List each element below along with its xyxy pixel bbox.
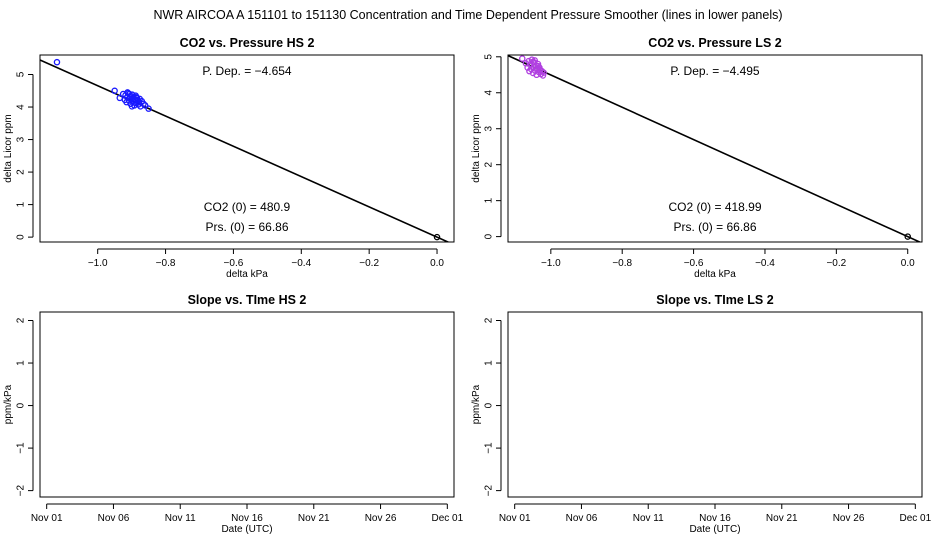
y-tick-label: 3 [16, 136, 27, 142]
y-tick-label: 0 [16, 402, 27, 408]
plot-frame [507, 54, 923, 243]
x-tick-label: −0.2 [826, 258, 846, 269]
x-tick-label: −0.6 [684, 258, 704, 269]
y-tick-label: −1 [16, 442, 27, 454]
x-tick-label: Nov 11 [633, 513, 664, 524]
plot-area [40, 58, 450, 242]
y-axis-label: delta Licor ppm [471, 114, 482, 182]
x-axis-label: delta kPa [694, 269, 736, 280]
x-tick-label: −0.4 [291, 258, 311, 269]
panel-1: CO2 vs. Pressure HS 2 −1.0 −0.8 −0.6 −0.4 −0.… [3, 36, 455, 280]
data-point [539, 72, 547, 79]
x-tick-label: Nov 06 [98, 513, 130, 524]
x-tick-label: −0.2 [359, 258, 379, 269]
x-tick-label: −1.0 [541, 258, 561, 269]
x-axis-label: delta kPa [226, 269, 268, 280]
data-point [140, 100, 147, 108]
data-point [130, 99, 138, 106]
plot-area [508, 55, 922, 242]
origin-point [433, 233, 441, 241]
x-tick-label: −0.4 [755, 258, 775, 269]
x-tick-label: −0.8 [612, 258, 632, 269]
y-tick-label: 0 [484, 402, 495, 408]
panels: CO2 vs. Pressure HS 2 −1.0 −0.8 −0.6 −0.4 −0.… [3, 36, 932, 535]
x-tick-label: −0.8 [156, 258, 176, 269]
y-tick-label: 1 [484, 197, 495, 203]
y-tick-label: 1 [16, 201, 27, 207]
x-tick-label: Nov 11 [165, 513, 196, 524]
panel-4: Slope vs. TIme LS 2 Nov 01 Nov 06 Nov 11 Nov… [471, 293, 932, 535]
x-axis-label: Date (UTC) [689, 524, 740, 535]
y-tick-label: 0 [484, 233, 495, 239]
x-tick-label: Nov 06 [566, 513, 598, 524]
x-tick-label: Nov 21 [766, 513, 798, 524]
x-tick-label: Nov 01 [31, 513, 63, 524]
x-tick-label: −0.6 [224, 258, 244, 269]
data-point [540, 69, 547, 76]
co2-zero-label: CO2 (0) = 418.99 [668, 200, 761, 214]
x-tick-label: Nov 21 [298, 513, 330, 524]
y-tick-label: −1 [484, 442, 495, 454]
data-point [111, 87, 118, 95]
co2-zero-label: CO2 (0) = 480.9 [204, 200, 291, 214]
page-title: NWR AIRCOA A 151101 to 151130 Concentrat… [153, 8, 782, 22]
x-tick-label: −1.0 [88, 258, 108, 269]
x-tick-label: 0.0 [430, 258, 444, 269]
y-tick-label: 1 [484, 360, 495, 366]
y-axis-label: ppm/kPa [3, 384, 14, 424]
data-point [126, 90, 133, 98]
pressure-dependence-label: P. Dep. = −4.654 [202, 64, 292, 78]
data-point [525, 57, 532, 65]
y-tick-label: 4 [484, 90, 495, 96]
y-tick-label: 5 [484, 54, 495, 60]
plot-frame [39, 311, 455, 498]
data-point [132, 94, 140, 101]
chart-title: CO2 vs. Pressure LS 2 [648, 36, 781, 50]
chart-title: CO2 vs. Pressure HS 2 [180, 36, 315, 50]
y-tick-label: 4 [16, 104, 27, 110]
x-tick-label: Dec 01 [431, 513, 463, 524]
y-tick-label: −2 [16, 484, 27, 496]
plot-frame [507, 311, 923, 498]
y-axis-label: ppm/kPa [471, 384, 482, 424]
x-tick-label: Nov 26 [365, 513, 397, 524]
y-tick-label: 3 [484, 126, 495, 132]
panel-2: CO2 vs. Pressure LS 2 −1.0 −0.8 −0.6 −0.4 −0.… [471, 36, 923, 280]
data-point [519, 55, 526, 62]
y-tick-label: 2 [484, 317, 495, 323]
origin-point [904, 233, 911, 240]
data-point [531, 57, 539, 64]
x-tick-label: 0.0 [901, 258, 915, 269]
plot-frame [39, 54, 455, 243]
y-axis-label: delta Licor ppm [3, 114, 14, 182]
x-tick-label: Nov 16 [699, 513, 731, 524]
y-tick-label: 2 [16, 169, 27, 175]
fit-line [508, 55, 922, 242]
y-tick-label: 5 [16, 71, 27, 77]
y-tick-label: 2 [16, 317, 27, 323]
y-tick-label: 1 [16, 360, 27, 366]
data-point [535, 62, 542, 70]
x-tick-label: Nov 16 [231, 513, 263, 524]
pressure-zero-label: Prs. (0) = 66.86 [673, 220, 756, 234]
x-tick-label: Nov 26 [833, 513, 865, 524]
data-point [141, 102, 149, 109]
chart-title: Slope vs. TIme LS 2 [656, 293, 773, 307]
y-tick-label: 0 [16, 234, 27, 240]
data-point [53, 58, 61, 66]
x-tick-label: Dec 01 [899, 513, 931, 524]
chart-title: Slope vs. TIme HS 2 [188, 293, 307, 307]
pressure-zero-label: Prs. (0) = 66.86 [205, 220, 288, 234]
y-tick-label: −2 [484, 484, 495, 496]
panel-3: Slope vs. TIme HS 2 Nov 01 Nov 06 Nov 11 Nov… [3, 293, 464, 535]
y-tick-label: 2 [484, 161, 495, 167]
data-point [145, 105, 152, 112]
fit-line [40, 59, 450, 242]
pressure-dependence-label: P. Dep. = −4.495 [670, 64, 760, 78]
x-axis-label: Date (UTC) [221, 524, 272, 535]
x-tick-label: Nov 01 [499, 513, 531, 524]
